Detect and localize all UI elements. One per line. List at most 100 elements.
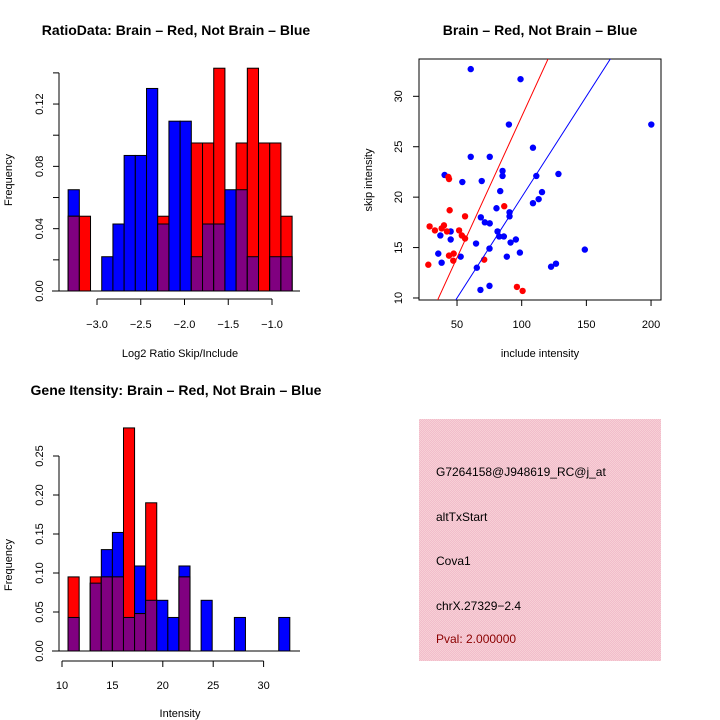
- fit-line-not-brain: [455, 59, 611, 300]
- point-not-brain: [467, 65, 474, 73]
- point-not-brain: [547, 263, 555, 270]
- bar-brain: [78, 215, 92, 292]
- point-not-brain: [486, 282, 493, 290]
- bar-not-brain: [200, 599, 213, 652]
- point-not-brain: [437, 232, 444, 239]
- point-not-brain: [438, 259, 445, 266]
- x-tick-label: 15: [106, 680, 118, 692]
- point-not-brain: [555, 170, 562, 178]
- bar-overlap: [100, 576, 113, 652]
- bar-overlap: [111, 576, 124, 652]
- point-not-brain: [493, 205, 500, 212]
- bar-not-brain: [112, 223, 125, 292]
- x-axis-label: Log2 Ratio Skip/Include: [122, 348, 238, 360]
- x-tick-label: −2.0: [174, 319, 196, 331]
- bar-overlap: [122, 616, 136, 652]
- point-brain: [426, 223, 433, 230]
- bar-overlap: [89, 582, 102, 652]
- point-not-brain: [503, 253, 511, 260]
- point-not-brain: [581, 246, 589, 253]
- bar-overlap: [246, 256, 260, 292]
- x-tick-label: 20: [157, 680, 169, 692]
- y-tick-label: 25: [393, 141, 405, 153]
- gene-name: Cova1: [436, 554, 471, 568]
- chart-title: Gene Itensity: Brain – Red, Not Brain – …: [31, 382, 322, 398]
- bar-not-brain: [278, 616, 291, 652]
- x-tick-label: −1.5: [217, 319, 239, 331]
- y-tick-label: 15: [393, 241, 405, 253]
- point-not-brain: [481, 219, 489, 226]
- bar-not-brain: [123, 154, 136, 292]
- y-tick-label: 20: [393, 191, 405, 203]
- point-not-brain: [486, 153, 493, 161]
- y-tick-label: 0.20: [34, 484, 46, 505]
- bar-overlap: [157, 223, 170, 292]
- chart-title: RatioData: Brain – Red, Not Brain – Blue: [42, 22, 311, 38]
- point-not-brain: [478, 177, 485, 185]
- point-not-brain: [447, 236, 454, 243]
- point-brain: [440, 222, 448, 229]
- bar-overlap: [67, 616, 80, 652]
- point-not-brain: [500, 233, 508, 240]
- point-not-brain: [499, 167, 506, 175]
- bar-overlap: [235, 189, 248, 292]
- x-tick-label: 25: [207, 680, 219, 692]
- point-brain: [501, 203, 508, 210]
- point-brain: [443, 228, 451, 235]
- y-tick-label: 0.05: [34, 601, 46, 622]
- x-tick-label: 30: [257, 680, 269, 692]
- y-tick-label: 0.00: [34, 280, 46, 301]
- y-tick-label: 30: [393, 90, 405, 102]
- x-axis-label: Intensity: [160, 708, 201, 720]
- point-brain: [446, 207, 453, 214]
- y-axis-label: Frequency: [3, 539, 15, 591]
- point-not-brain: [467, 153, 474, 161]
- bar-overlap: [202, 223, 215, 292]
- bar-not-brain: [224, 189, 237, 292]
- bar-brain: [258, 142, 271, 292]
- x-axis-label: include intensity: [501, 348, 580, 360]
- fit-line-brain: [437, 59, 549, 300]
- info-box: G7264158@J948619_RC@j_at altTxStart Cova…: [419, 419, 661, 661]
- point-brain: [513, 283, 521, 291]
- point-not-brain: [459, 178, 466, 186]
- bar-not-brain: [168, 120, 181, 292]
- y-axis-label: skip intensity: [363, 148, 375, 211]
- x-tick-label: 200: [642, 319, 660, 331]
- bar-not-brain: [233, 616, 246, 652]
- bar-overlap: [190, 256, 204, 292]
- y-tick-label: 0.04: [34, 218, 46, 239]
- y-tick-label: 0.00: [34, 640, 46, 661]
- y-tick-label: 10: [393, 292, 405, 304]
- bar-overlap: [145, 599, 158, 652]
- point-not-brain: [505, 121, 513, 128]
- y-tick-label: 0.15: [34, 523, 46, 544]
- x-tick-label: 150: [577, 319, 595, 331]
- point-not-brain: [552, 260, 560, 267]
- y-tick-label: 0.10: [34, 562, 46, 583]
- point-not-brain: [529, 144, 537, 151]
- point-not-brain: [529, 199, 537, 207]
- x-tick-label: 100: [513, 319, 531, 331]
- point-brain: [461, 213, 469, 220]
- bar-overlap: [269, 256, 282, 292]
- point-not-brain: [477, 286, 484, 294]
- bar-overlap: [213, 223, 226, 292]
- event-type: altTxStart: [436, 510, 488, 524]
- bar-not-brain: [134, 154, 148, 292]
- y-tick-label: 0.12: [34, 93, 46, 114]
- point-brain: [445, 252, 453, 259]
- point-not-brain: [516, 249, 524, 256]
- bar-overlap: [67, 215, 80, 292]
- gene-intensity-histogram: Gene Itensity: Brain – Red, Not Brain – …: [3, 382, 322, 720]
- point-not-brain: [477, 214, 485, 221]
- point-not-brain: [497, 187, 504, 195]
- y-tick-label: 0.25: [34, 445, 46, 466]
- y-axis-label: Frequency: [3, 154, 15, 206]
- bar-not-brain: [146, 87, 159, 292]
- point-not-brain: [507, 239, 514, 246]
- point-not-brain: [435, 250, 442, 257]
- point-brain: [445, 175, 453, 183]
- chart-title: Brain – Red, Not Brain – Blue: [443, 22, 638, 38]
